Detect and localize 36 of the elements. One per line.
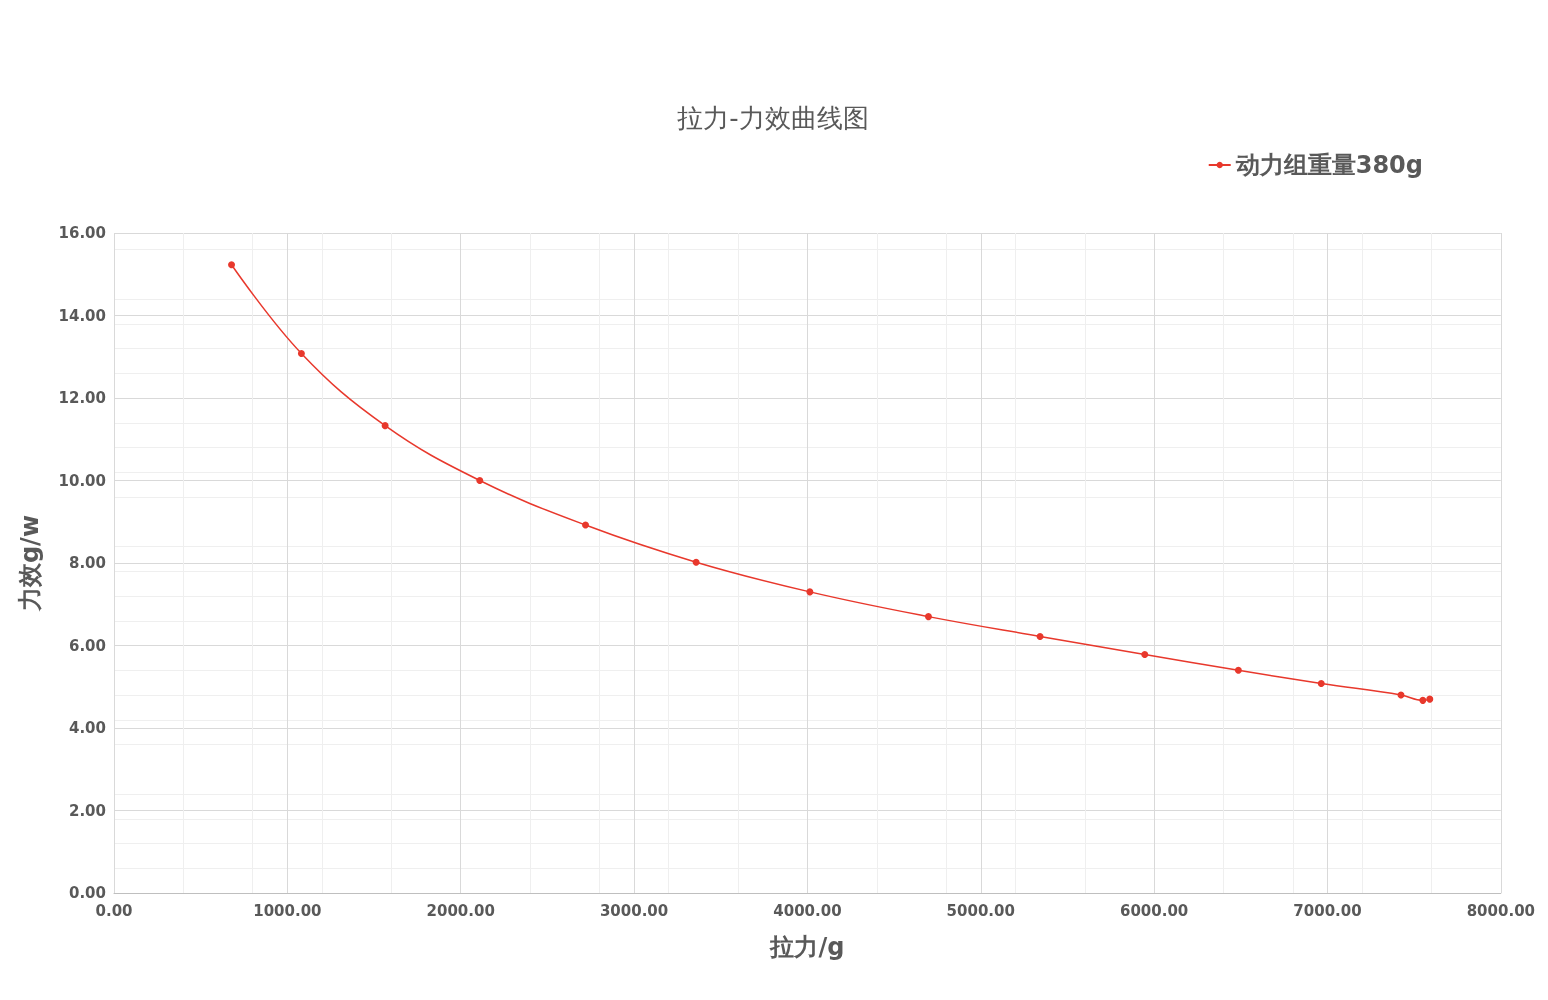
x-tick-label: 1000.00 bbox=[253, 901, 322, 920]
y-tick-label: 8.00 bbox=[68, 554, 106, 572]
x-tick-label: 2000.00 bbox=[426, 901, 495, 920]
point bbox=[692, 558, 700, 566]
point bbox=[582, 521, 590, 529]
x-tick-label: 5000.00 bbox=[946, 901, 1015, 920]
y-tick-label: 10.00 bbox=[58, 471, 106, 490]
point bbox=[806, 588, 814, 596]
x-tick-label: 8000.00 bbox=[1466, 901, 1535, 920]
point bbox=[1141, 651, 1149, 659]
chart-title: 拉力-力效曲线图 bbox=[677, 103, 869, 133]
legend-label: 动力组重量380g bbox=[1234, 151, 1423, 179]
point bbox=[1036, 632, 1044, 640]
point bbox=[1419, 696, 1427, 704]
y-tick-label: 16.00 bbox=[58, 224, 106, 242]
point bbox=[1234, 666, 1242, 674]
y-axis-title: 力效g/w bbox=[16, 514, 44, 613]
point bbox=[228, 261, 236, 269]
point bbox=[381, 422, 389, 430]
y-tick-label: 14.00 bbox=[58, 306, 106, 325]
point bbox=[924, 613, 932, 621]
point bbox=[1317, 679, 1325, 687]
point bbox=[297, 349, 305, 357]
y-tick-label: 2.00 bbox=[68, 801, 106, 820]
x-axis-title: 拉力/g bbox=[769, 933, 845, 961]
y-tick-label: 6.00 bbox=[68, 636, 106, 655]
x-tick-label: 6000.00 bbox=[1119, 901, 1189, 920]
y-tick-label: 12.00 bbox=[58, 389, 106, 407]
x-tick-label: 0.00 bbox=[95, 901, 133, 920]
point bbox=[1426, 695, 1434, 703]
y-tick-label: 4.00 bbox=[68, 719, 106, 737]
x-tick-label: 7000.00 bbox=[1293, 901, 1362, 920]
x-tick-label: 3000.00 bbox=[599, 901, 669, 920]
y-tick-label: 0.00 bbox=[68, 884, 106, 902]
x-tick-label: 4000.00 bbox=[773, 901, 842, 920]
point bbox=[476, 477, 484, 484]
